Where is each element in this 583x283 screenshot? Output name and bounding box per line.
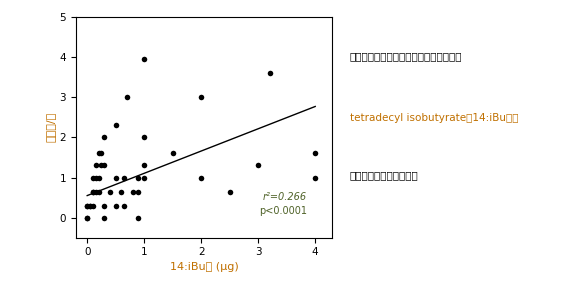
- Point: [91, 189, 100, 194]
- Point: [91, 163, 100, 168]
- Point: [111, 123, 120, 128]
- Point: [111, 203, 120, 208]
- Point: [94, 151, 103, 156]
- Text: 保持量と誘引数との関係: 保持量と誘引数との関係: [350, 170, 419, 180]
- Point: [85, 203, 94, 208]
- Point: [83, 215, 92, 220]
- Point: [85, 203, 94, 208]
- Point: [117, 189, 126, 194]
- Point: [88, 189, 97, 194]
- Point: [139, 135, 149, 140]
- Point: [111, 175, 120, 180]
- Point: [225, 189, 234, 194]
- Point: [139, 175, 149, 180]
- Point: [134, 215, 143, 220]
- Point: [100, 135, 109, 140]
- Point: [134, 175, 143, 180]
- Point: [94, 189, 103, 194]
- Text: p<0.0001: p<0.0001: [259, 206, 307, 216]
- Point: [88, 203, 97, 208]
- Point: [311, 175, 320, 180]
- Point: [106, 189, 115, 194]
- Point: [134, 189, 143, 194]
- Point: [254, 163, 263, 168]
- Point: [120, 203, 129, 208]
- Point: [83, 215, 92, 220]
- Point: [100, 215, 109, 220]
- Point: [100, 163, 109, 168]
- Point: [88, 175, 97, 180]
- Point: [139, 163, 149, 168]
- Point: [122, 95, 132, 100]
- Text: 図２　ホソヘリカメムシ雄成虫における: 図２ ホソヘリカメムシ雄成虫における: [350, 51, 462, 61]
- Point: [265, 71, 274, 76]
- Point: [94, 175, 103, 180]
- Point: [97, 151, 106, 156]
- X-axis label: 14:iBu量 (μg): 14:iBu量 (μg): [170, 261, 238, 272]
- Point: [128, 189, 138, 194]
- Y-axis label: 誘引数/日: 誘引数/日: [45, 112, 55, 142]
- Point: [83, 203, 92, 208]
- Point: [83, 203, 92, 208]
- Point: [100, 203, 109, 208]
- Point: [196, 95, 206, 100]
- Point: [311, 151, 320, 156]
- Text: r²=0.266: r²=0.266: [262, 192, 307, 202]
- Point: [91, 175, 100, 180]
- Point: [120, 175, 129, 180]
- Text: tetradecyl isobutyrate（14:iBu）の: tetradecyl isobutyrate（14:iBu）の: [350, 113, 518, 123]
- Point: [168, 151, 177, 156]
- Point: [88, 189, 97, 194]
- Point: [139, 57, 149, 61]
- Point: [97, 163, 106, 168]
- Point: [196, 175, 206, 180]
